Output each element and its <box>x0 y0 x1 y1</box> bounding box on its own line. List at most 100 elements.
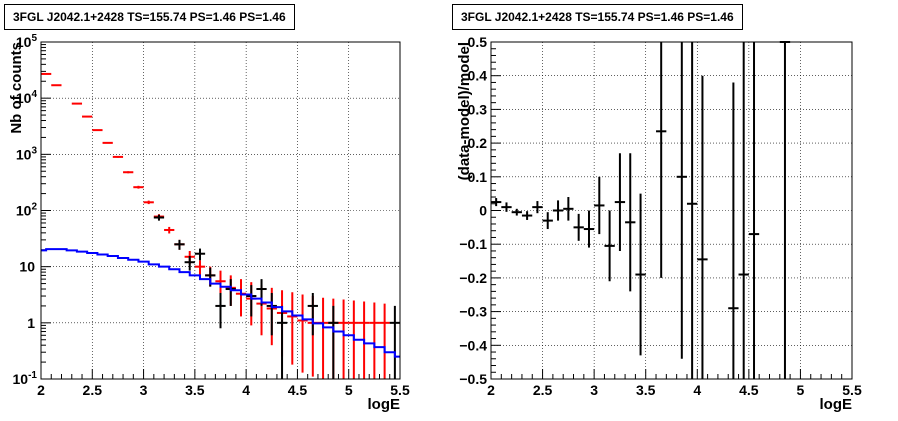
y-tick-label: −0.5 <box>459 371 487 387</box>
series-1 <box>153 214 400 379</box>
plot-frame <box>490 41 853 380</box>
x-tick-label: 2 <box>37 382 45 398</box>
data-point <box>604 210 615 282</box>
data-point <box>521 211 533 220</box>
data-point <box>676 42 687 359</box>
data-point <box>635 193 646 356</box>
left-panel: 2 2.5 3 3.5 4 4.5 5 5.5 10-1 1 10 102 103 104 105 logE N… <box>8 33 410 413</box>
data-point <box>41 72 52 75</box>
model-step-line <box>41 248 400 358</box>
data-point <box>542 212 553 230</box>
data-point <box>491 198 502 207</box>
x-tick-label: 3 <box>590 382 598 398</box>
x-tick-label: 5 <box>345 382 353 398</box>
x-tick-label: 4 <box>693 382 701 398</box>
x-tick-label: 2 <box>487 382 495 398</box>
data-point <box>287 292 298 365</box>
y-axis-title: (data-model)/model <box>456 42 473 180</box>
right-panel: 2 2.5 3 3.5 4 4.5 5 5.5 −0.5 −0.4 −0.3 −0.2 −0.1 0 0.1… <box>456 34 862 413</box>
x-tick-label: 4.5 <box>288 382 308 398</box>
data-point <box>328 305 339 379</box>
left-chart-title: 3FGL J2042.1+2428 TS=155.74 PS=1.46 PS=1… <box>4 4 295 30</box>
y-tick-label: 0 <box>479 203 487 219</box>
series-0 <box>491 41 791 379</box>
data-point <box>728 82 739 379</box>
data-point <box>379 303 390 379</box>
data-point <box>338 299 349 379</box>
data-point <box>82 115 93 118</box>
data-point <box>656 42 667 278</box>
x-tick-label: 3.5 <box>185 382 205 398</box>
data-point <box>143 200 154 205</box>
data-point <box>184 255 195 271</box>
data-point <box>511 208 522 216</box>
y-tick-label: 10 <box>19 259 35 275</box>
data-point <box>51 84 62 87</box>
data-point <box>174 239 185 250</box>
data-point <box>153 214 165 221</box>
data-point <box>194 260 206 276</box>
data-point <box>532 201 543 214</box>
y-tick-label: −0.4 <box>459 337 487 353</box>
data-point <box>573 213 584 241</box>
data-point <box>501 202 512 212</box>
x-tick-label: 4 <box>242 382 250 398</box>
y-tick-label: −0.3 <box>459 304 487 320</box>
data-point <box>235 279 247 317</box>
data-point <box>225 279 236 306</box>
x-tick-label: 3 <box>140 382 148 398</box>
data-point <box>92 129 103 132</box>
data-point <box>594 176 605 235</box>
series-2 <box>41 248 400 358</box>
data-point <box>738 42 749 379</box>
x-tick-label: 5 <box>797 382 805 398</box>
x-tick-label: 5.5 <box>390 382 410 398</box>
x-tick-label: 2.5 <box>83 382 103 398</box>
y-axis-title: Nb of counts <box>8 42 25 134</box>
y-tick-label: −0.1 <box>459 236 487 252</box>
data-point <box>102 141 113 144</box>
data-point <box>246 285 257 317</box>
y-tick-label: 105 <box>16 33 38 50</box>
data-point <box>748 42 760 379</box>
data-point <box>266 292 277 336</box>
data-point <box>71 102 83 105</box>
data-point <box>112 155 124 158</box>
data-point <box>614 153 626 251</box>
data-point <box>369 302 380 379</box>
right-chart-title: 3FGL J2042.1+2428 TS=155.74 PS=1.46 PS=1… <box>452 4 743 30</box>
plot-frame <box>40 41 401 380</box>
data-point <box>686 42 698 379</box>
data-point <box>307 292 318 336</box>
y-tick-label: 0.4 <box>468 68 488 84</box>
data-point <box>552 200 564 221</box>
x-axis-title: logE <box>820 396 853 413</box>
data-point <box>164 226 175 234</box>
x-tick-label: 3.5 <box>636 382 656 398</box>
x-tick-label: 5.5 <box>842 382 862 398</box>
x-axis-title: logE <box>368 396 401 413</box>
data-point <box>697 75 708 379</box>
data-point <box>625 153 636 292</box>
y-tick-label: 0.1 <box>468 169 488 185</box>
data-point <box>389 305 400 379</box>
y-tick-label: 10-1 <box>13 370 38 387</box>
data-point <box>583 210 595 248</box>
y-tick-label: 0.3 <box>468 101 488 117</box>
data-point <box>276 305 288 379</box>
y-tick-label: −0.2 <box>459 270 487 286</box>
data-point <box>123 171 134 174</box>
data-point <box>297 294 308 373</box>
data-point <box>563 197 574 221</box>
y-tick-label: 0.5 <box>468 34 488 50</box>
y-tick-label: 104 <box>16 89 38 106</box>
data-point <box>194 248 206 261</box>
y-tick-label: 1 <box>27 315 35 331</box>
x-tick-label: 2.5 <box>533 382 553 398</box>
data-point <box>215 292 226 329</box>
data-point <box>133 185 144 189</box>
data-point <box>317 297 329 379</box>
y-tick-label: 0.2 <box>468 135 488 151</box>
y-tick-label: 102 <box>16 202 38 219</box>
